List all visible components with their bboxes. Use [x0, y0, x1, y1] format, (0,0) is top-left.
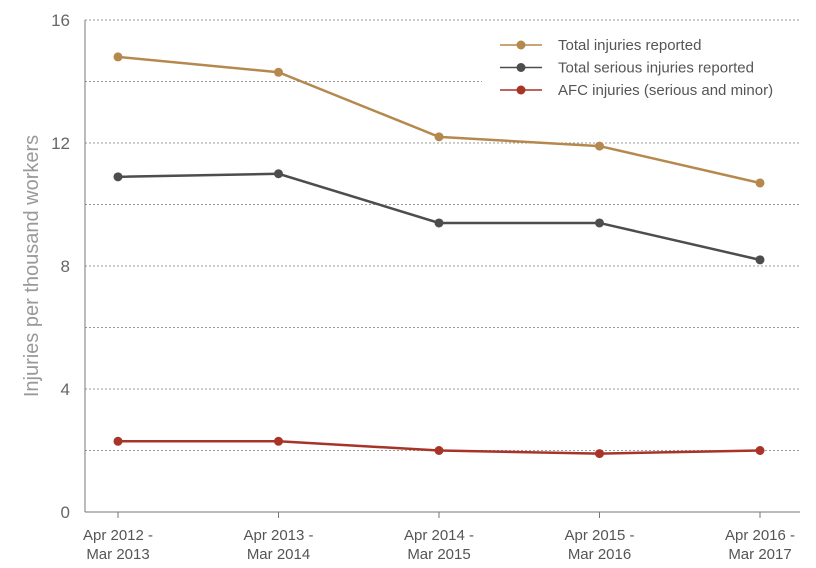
y-axis-label: Injuries per thousand workers — [21, 135, 43, 397]
x-tick-label: Apr 2012 -Mar 2013 — [83, 527, 153, 563]
legend-marker — [516, 63, 526, 72]
legend-marker — [516, 85, 526, 95]
data-point — [595, 449, 604, 459]
data-point — [434, 132, 444, 142]
data-point — [755, 178, 765, 188]
legend-label: AFC injuries (serious and minor) — [558, 82, 773, 99]
x-tick-label: Apr 2015 -Mar 2016 — [564, 527, 634, 563]
data-point — [755, 446, 765, 455]
data-point — [434, 218, 444, 228]
y-tick-label: 0 — [61, 503, 70, 522]
legend-marker — [516, 40, 526, 50]
legend-label: Total serious injuries reported — [558, 60, 754, 77]
data-point — [274, 436, 283, 446]
legend-label: Total injuries reported — [558, 37, 701, 54]
y-tick-label: 8 — [61, 257, 70, 276]
x-tick-label: Apr 2016 -Mar 2017 — [725, 527, 795, 563]
x-tick-label: Apr 2013 -Mar 2014 — [243, 527, 313, 563]
data-point — [755, 255, 765, 265]
y-tick-label: 12 — [51, 134, 70, 153]
series-line — [117, 172, 761, 262]
data-point — [274, 169, 283, 179]
data-point — [113, 172, 123, 182]
data-point — [595, 218, 604, 228]
data-point — [113, 52, 123, 62]
data-point — [113, 436, 123, 446]
data-point — [274, 67, 283, 77]
y-tick-label: 4 — [61, 380, 70, 399]
data-point — [434, 446, 444, 455]
x-tick-label: Apr 2014 -Mar 2015 — [404, 527, 474, 563]
data-point — [595, 141, 604, 151]
y-tick-label: 16 — [51, 11, 70, 30]
